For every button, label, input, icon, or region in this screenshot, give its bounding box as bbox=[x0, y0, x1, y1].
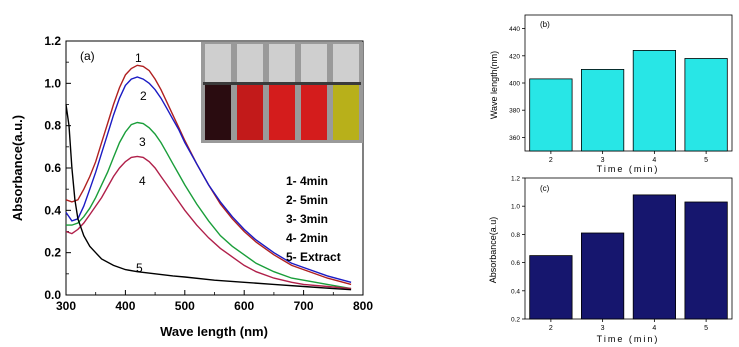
y-tick-label-3: 0.8 bbox=[511, 232, 520, 239]
y-tick-label-2: 0.4 bbox=[44, 203, 61, 217]
panel-b-ticks: 2 3 4 5 360 380 400 420 440 bbox=[509, 26, 708, 164]
series-line-2 bbox=[65, 76, 352, 283]
inset-photo bbox=[201, 42, 363, 143]
vial-top-2 bbox=[269, 44, 295, 84]
legend-item-5: 5- Extract bbox=[286, 250, 341, 264]
panel-c-ticks: 2 3 4 5 0.2 0.4 0.6 0.8 1.0 1.2 bbox=[511, 176, 708, 333]
vial-top-1 bbox=[237, 44, 263, 84]
panel-c-tag: (c) bbox=[540, 184, 550, 193]
series-line-5 bbox=[65, 104, 352, 291]
panel-a: 300 400 500 600 700 8000.00.20.40.60.81.01.2 … bbox=[10, 34, 373, 339]
x-tick-label-3: 600 bbox=[234, 299, 254, 313]
legend-item-3: 3- 3min bbox=[286, 212, 328, 226]
y-tick-label-1: 0.2 bbox=[44, 246, 61, 260]
x-tick-label-0: 300 bbox=[56, 299, 76, 313]
legend-item-2: 2- 5min bbox=[286, 193, 328, 207]
panel-a-legend: 1- 4min 2- 5min 3- 3min 4- 2min 5- Extra… bbox=[286, 174, 341, 264]
y-tick-label-4: 1.0 bbox=[511, 204, 520, 211]
curve-label-5: 5 bbox=[136, 261, 143, 275]
panel-a-xlabel: Wave length (nm) bbox=[160, 324, 268, 339]
x-tick-label-5: 5 bbox=[704, 157, 708, 164]
curve-label-2: 2 bbox=[140, 89, 147, 103]
x-tick-label-3: 3 bbox=[601, 325, 605, 332]
legend-item-1: 1- 4min bbox=[286, 174, 328, 188]
panel-c: 2 3 4 5 0.2 0.4 0.6 0.8 1.0 1.2 (c) Time (min) Ab… bbox=[488, 176, 733, 344]
y-tick-label-3: 0.6 bbox=[44, 161, 61, 175]
vial-liquid-0 bbox=[205, 84, 231, 140]
y-tick-label-1: 380 bbox=[509, 108, 520, 115]
panel-b-xlabel: Time (min) bbox=[597, 164, 660, 174]
y-tick-label-4: 440 bbox=[509, 26, 520, 33]
bar-4 bbox=[632, 50, 677, 152]
series-line-1 bbox=[65, 64, 352, 286]
vial-top-3 bbox=[301, 44, 327, 84]
vial-top-4 bbox=[333, 44, 359, 84]
panel-c-bars bbox=[529, 194, 728, 320]
bar-5 bbox=[684, 201, 728, 320]
x-tick-label-1: 400 bbox=[115, 299, 135, 313]
vial-liquid-4 bbox=[333, 84, 359, 140]
x-tick-label-4: 700 bbox=[294, 299, 314, 313]
y-tick-label-2: 0.6 bbox=[511, 260, 520, 267]
bar-2 bbox=[529, 255, 573, 320]
x-tick-label-5: 800 bbox=[353, 299, 373, 313]
y-tick-label-3: 420 bbox=[509, 53, 520, 60]
panel-b: 2 3 4 5 360 380 400 420 440 (b) Time (min) Wave … bbox=[489, 14, 733, 174]
curve-label-3: 3 bbox=[139, 135, 146, 149]
bar-3 bbox=[581, 69, 625, 152]
x-tick-label-2: 500 bbox=[175, 299, 195, 313]
panel-a-series bbox=[65, 64, 352, 291]
vial-liquid-1 bbox=[237, 84, 263, 140]
vial-top-0 bbox=[205, 44, 231, 84]
bar-2 bbox=[529, 78, 573, 152]
panel-a-ylabel: Absorbance(a.u.) bbox=[10, 115, 25, 221]
series-line-4 bbox=[65, 155, 352, 290]
panel-b-ylabel: Wave length(nm) bbox=[489, 51, 499, 119]
panel-c-frame bbox=[524, 177, 733, 320]
curve-label-4: 4 bbox=[139, 174, 146, 188]
x-tick-label-4: 4 bbox=[652, 325, 656, 332]
x-tick-label-5: 5 bbox=[704, 325, 708, 332]
x-tick-label-2: 2 bbox=[549, 157, 553, 164]
y-tick-label-5: 1.0 bbox=[44, 76, 61, 90]
bar-5 bbox=[684, 58, 728, 152]
x-tick-label-2: 2 bbox=[549, 325, 553, 332]
y-tick-label-2: 400 bbox=[509, 81, 520, 88]
vial-liquid-3 bbox=[301, 84, 327, 140]
x-tick-label-3: 3 bbox=[601, 157, 605, 164]
panel-b-bars bbox=[529, 50, 728, 152]
panel-c-ylabel: Absorbance(a.u) bbox=[488, 217, 498, 284]
x-tick-label-4: 4 bbox=[652, 157, 656, 164]
y-tick-label-4: 0.8 bbox=[44, 119, 61, 133]
vial-meniscus bbox=[203, 82, 361, 85]
y-tick-label-6: 1.2 bbox=[44, 34, 61, 48]
curve-label-1: 1 bbox=[135, 51, 142, 65]
panel-a-ticks: 300 400 500 600 700 800 0.0 0.2 0.4 0.6 0.8 1.0 1.2 bbox=[44, 34, 373, 313]
bar-4 bbox=[632, 194, 677, 320]
y-tick-label-0: 0.0 bbox=[44, 288, 61, 302]
y-tick-label-0: 0.2 bbox=[511, 317, 520, 324]
panel-c-xlabel: Time (min) bbox=[597, 334, 660, 344]
series-line-3 bbox=[66, 121, 352, 290]
y-tick-label-0: 360 bbox=[509, 135, 520, 142]
y-tick-label-5: 1.2 bbox=[511, 176, 520, 183]
y-tick-label-1: 0.4 bbox=[511, 288, 520, 295]
panel-b-tag: (b) bbox=[540, 20, 550, 29]
panel-a-tag: (a) bbox=[80, 49, 95, 63]
vial-liquid-2 bbox=[269, 84, 295, 140]
curve-labels: 1 2 3 4 5 bbox=[135, 51, 147, 275]
inset-vials bbox=[203, 44, 361, 140]
legend-item-4: 4- 2min bbox=[286, 231, 328, 245]
bar-3 bbox=[581, 232, 625, 320]
